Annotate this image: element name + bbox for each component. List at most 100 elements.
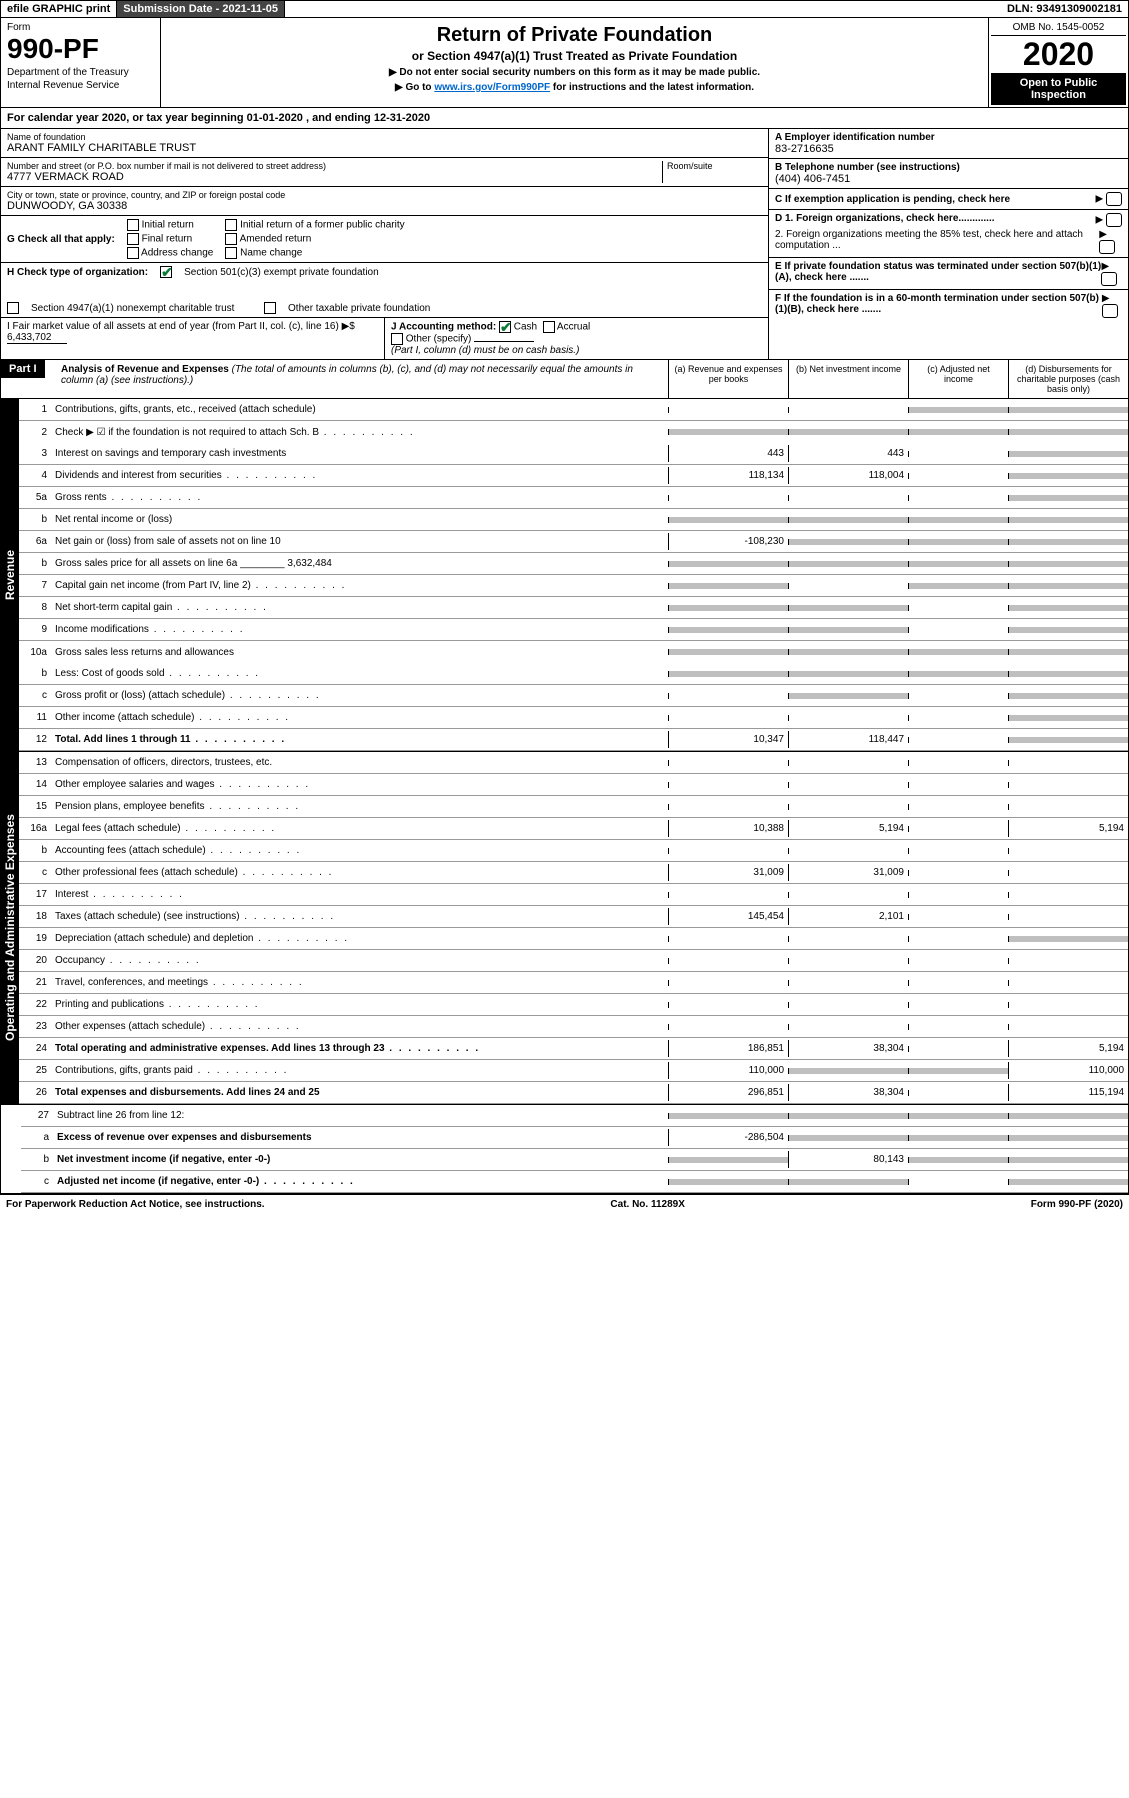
line-num: 11 bbox=[19, 712, 53, 723]
line-text: Total. Add lines 1 through 11 bbox=[53, 731, 668, 748]
cell-d: 5,194 bbox=[1008, 1040, 1128, 1057]
line-num: 21 bbox=[19, 977, 53, 988]
foundation-name: ARANT FAMILY CHARITABLE TRUST bbox=[7, 142, 762, 154]
line-text: Occupancy bbox=[53, 952, 668, 969]
cell-a bbox=[668, 1113, 788, 1119]
main-title: Return of Private Foundation bbox=[167, 24, 982, 47]
line-25: 25Contributions, gifts, grants paid110,0… bbox=[19, 1060, 1128, 1082]
line-text: Net rental income or (loss) bbox=[53, 511, 668, 528]
line-8: 8Net short-term capital gain bbox=[19, 597, 1128, 619]
cell-c bbox=[908, 1046, 1008, 1052]
cell-a bbox=[668, 407, 788, 413]
name-label: Name of foundation bbox=[7, 132, 762, 142]
form-box: Form 990-PF Department of the Treasury I… bbox=[1, 18, 161, 107]
cell-b: 118,447 bbox=[788, 731, 908, 748]
g-opt4: Amended return bbox=[240, 234, 312, 245]
d2-checkbox[interactable] bbox=[1099, 240, 1115, 254]
cell-b bbox=[788, 1135, 908, 1141]
ein-cell: A Employer identification number 83-2716… bbox=[769, 129, 1128, 159]
cell-a bbox=[668, 892, 788, 898]
accrual-checkbox[interactable] bbox=[543, 321, 555, 333]
ein-label: A Employer identification number bbox=[775, 132, 1122, 143]
501c3-checkbox[interactable] bbox=[160, 266, 172, 278]
cell-b bbox=[788, 958, 908, 964]
cell-c bbox=[908, 649, 1008, 655]
d1-checkbox[interactable] bbox=[1106, 213, 1122, 227]
cell-c bbox=[908, 561, 1008, 567]
form-number: 990-PF bbox=[7, 33, 154, 65]
final-return-checkbox[interactable] bbox=[127, 233, 139, 245]
cell-b bbox=[788, 1179, 908, 1185]
initial-return-checkbox[interactable] bbox=[127, 219, 139, 231]
form990pf-link[interactable]: www.irs.gov/Form990PF bbox=[434, 82, 550, 93]
line-num: b bbox=[19, 668, 53, 679]
line-text: Other employee salaries and wages bbox=[53, 776, 668, 793]
dept-irs: Internal Revenue Service bbox=[7, 80, 154, 91]
address-change-checkbox[interactable] bbox=[127, 247, 139, 259]
cell-b bbox=[788, 671, 908, 677]
c-checkbox[interactable] bbox=[1106, 192, 1122, 206]
line-num: b bbox=[19, 514, 53, 525]
cell-b: 5,194 bbox=[788, 820, 908, 837]
info-right: A Employer identification number 83-2716… bbox=[768, 129, 1128, 359]
line-11: 11Other income (attach schedule) bbox=[19, 707, 1128, 729]
e-checkbox[interactable] bbox=[1101, 272, 1117, 286]
line-num: b bbox=[19, 558, 53, 569]
cell-c bbox=[908, 429, 1008, 435]
line-b: bLess: Cost of goods sold bbox=[19, 663, 1128, 685]
f-checkbox[interactable] bbox=[1102, 304, 1118, 318]
cell-d bbox=[1008, 451, 1128, 457]
efile-print[interactable]: efile GRAPHIC print bbox=[1, 1, 117, 17]
e-cell: E If private foundation status was termi… bbox=[769, 258, 1128, 290]
cell-d bbox=[1008, 649, 1128, 655]
other-method-checkbox[interactable] bbox=[391, 333, 403, 345]
4947a1-checkbox[interactable] bbox=[7, 302, 19, 314]
cell-d bbox=[1008, 782, 1128, 788]
name-change-checkbox[interactable] bbox=[225, 247, 237, 259]
cell-a bbox=[668, 782, 788, 788]
h-label: H Check type of organization: bbox=[7, 267, 148, 278]
line-text: Gross sales price for all assets on line… bbox=[53, 555, 668, 572]
col-b-header: (b) Net investment income bbox=[788, 360, 908, 398]
cell-b bbox=[788, 980, 908, 986]
cell-c bbox=[908, 605, 1008, 611]
addr-label: Number and street (or P.O. box number if… bbox=[7, 161, 662, 171]
cell-d bbox=[1008, 804, 1128, 810]
line-text: Less: Cost of goods sold bbox=[53, 665, 668, 682]
line-text: Printing and publications bbox=[53, 996, 668, 1013]
page-footer: For Paperwork Reduction Act Notice, see … bbox=[0, 1194, 1129, 1214]
cell-b bbox=[788, 407, 908, 413]
cell-b: 38,304 bbox=[788, 1040, 908, 1057]
caly-end: 12-31-2020 bbox=[374, 112, 430, 124]
g-opt3: Initial return of a former public charit… bbox=[240, 220, 405, 231]
foundation-name-cell: Name of foundation ARANT FAMILY CHARITAB… bbox=[1, 129, 768, 158]
line-text: Income modifications bbox=[53, 621, 668, 638]
other-taxable-checkbox[interactable] bbox=[264, 302, 276, 314]
line-b: bGross sales price for all assets on lin… bbox=[19, 553, 1128, 575]
instr2-pre: ▶ Go to bbox=[395, 82, 434, 93]
subtitle: or Section 4947(a)(1) Trust Treated as P… bbox=[167, 49, 982, 63]
cell-d: 110,000 bbox=[1008, 1062, 1128, 1079]
line-14: 14Other employee salaries and wages bbox=[19, 774, 1128, 796]
cash-checkbox[interactable] bbox=[499, 321, 511, 333]
cell-a bbox=[668, 649, 788, 655]
line-text: Other expenses (attach schedule) bbox=[53, 1018, 668, 1035]
amended-return-checkbox[interactable] bbox=[225, 233, 237, 245]
initial-former-checkbox[interactable] bbox=[225, 219, 237, 231]
cell-c bbox=[908, 517, 1008, 523]
line-text: Interest on savings and temporary cash i… bbox=[53, 445, 668, 462]
line-text: Excess of revenue over expenses and disb… bbox=[55, 1129, 668, 1146]
cell-d bbox=[1008, 429, 1128, 435]
cell-a bbox=[668, 583, 788, 589]
line-text: Check ▶ ☑ if the foundation is not requi… bbox=[53, 424, 668, 441]
cell-b bbox=[788, 693, 908, 699]
cell-d: 5,194 bbox=[1008, 820, 1128, 837]
instr-link-row: ▶ Go to www.irs.gov/Form990PF for instru… bbox=[167, 82, 982, 93]
line-num: 9 bbox=[19, 624, 53, 635]
cell-d: 115,194 bbox=[1008, 1084, 1128, 1101]
line-6a: 6aNet gain or (loss) from sale of assets… bbox=[19, 531, 1128, 553]
caly-pre: For calendar year 2020, or tax year begi… bbox=[7, 112, 247, 124]
line-text: Gross rents bbox=[53, 489, 668, 506]
cell-d bbox=[1008, 936, 1128, 942]
cell-a bbox=[668, 936, 788, 942]
